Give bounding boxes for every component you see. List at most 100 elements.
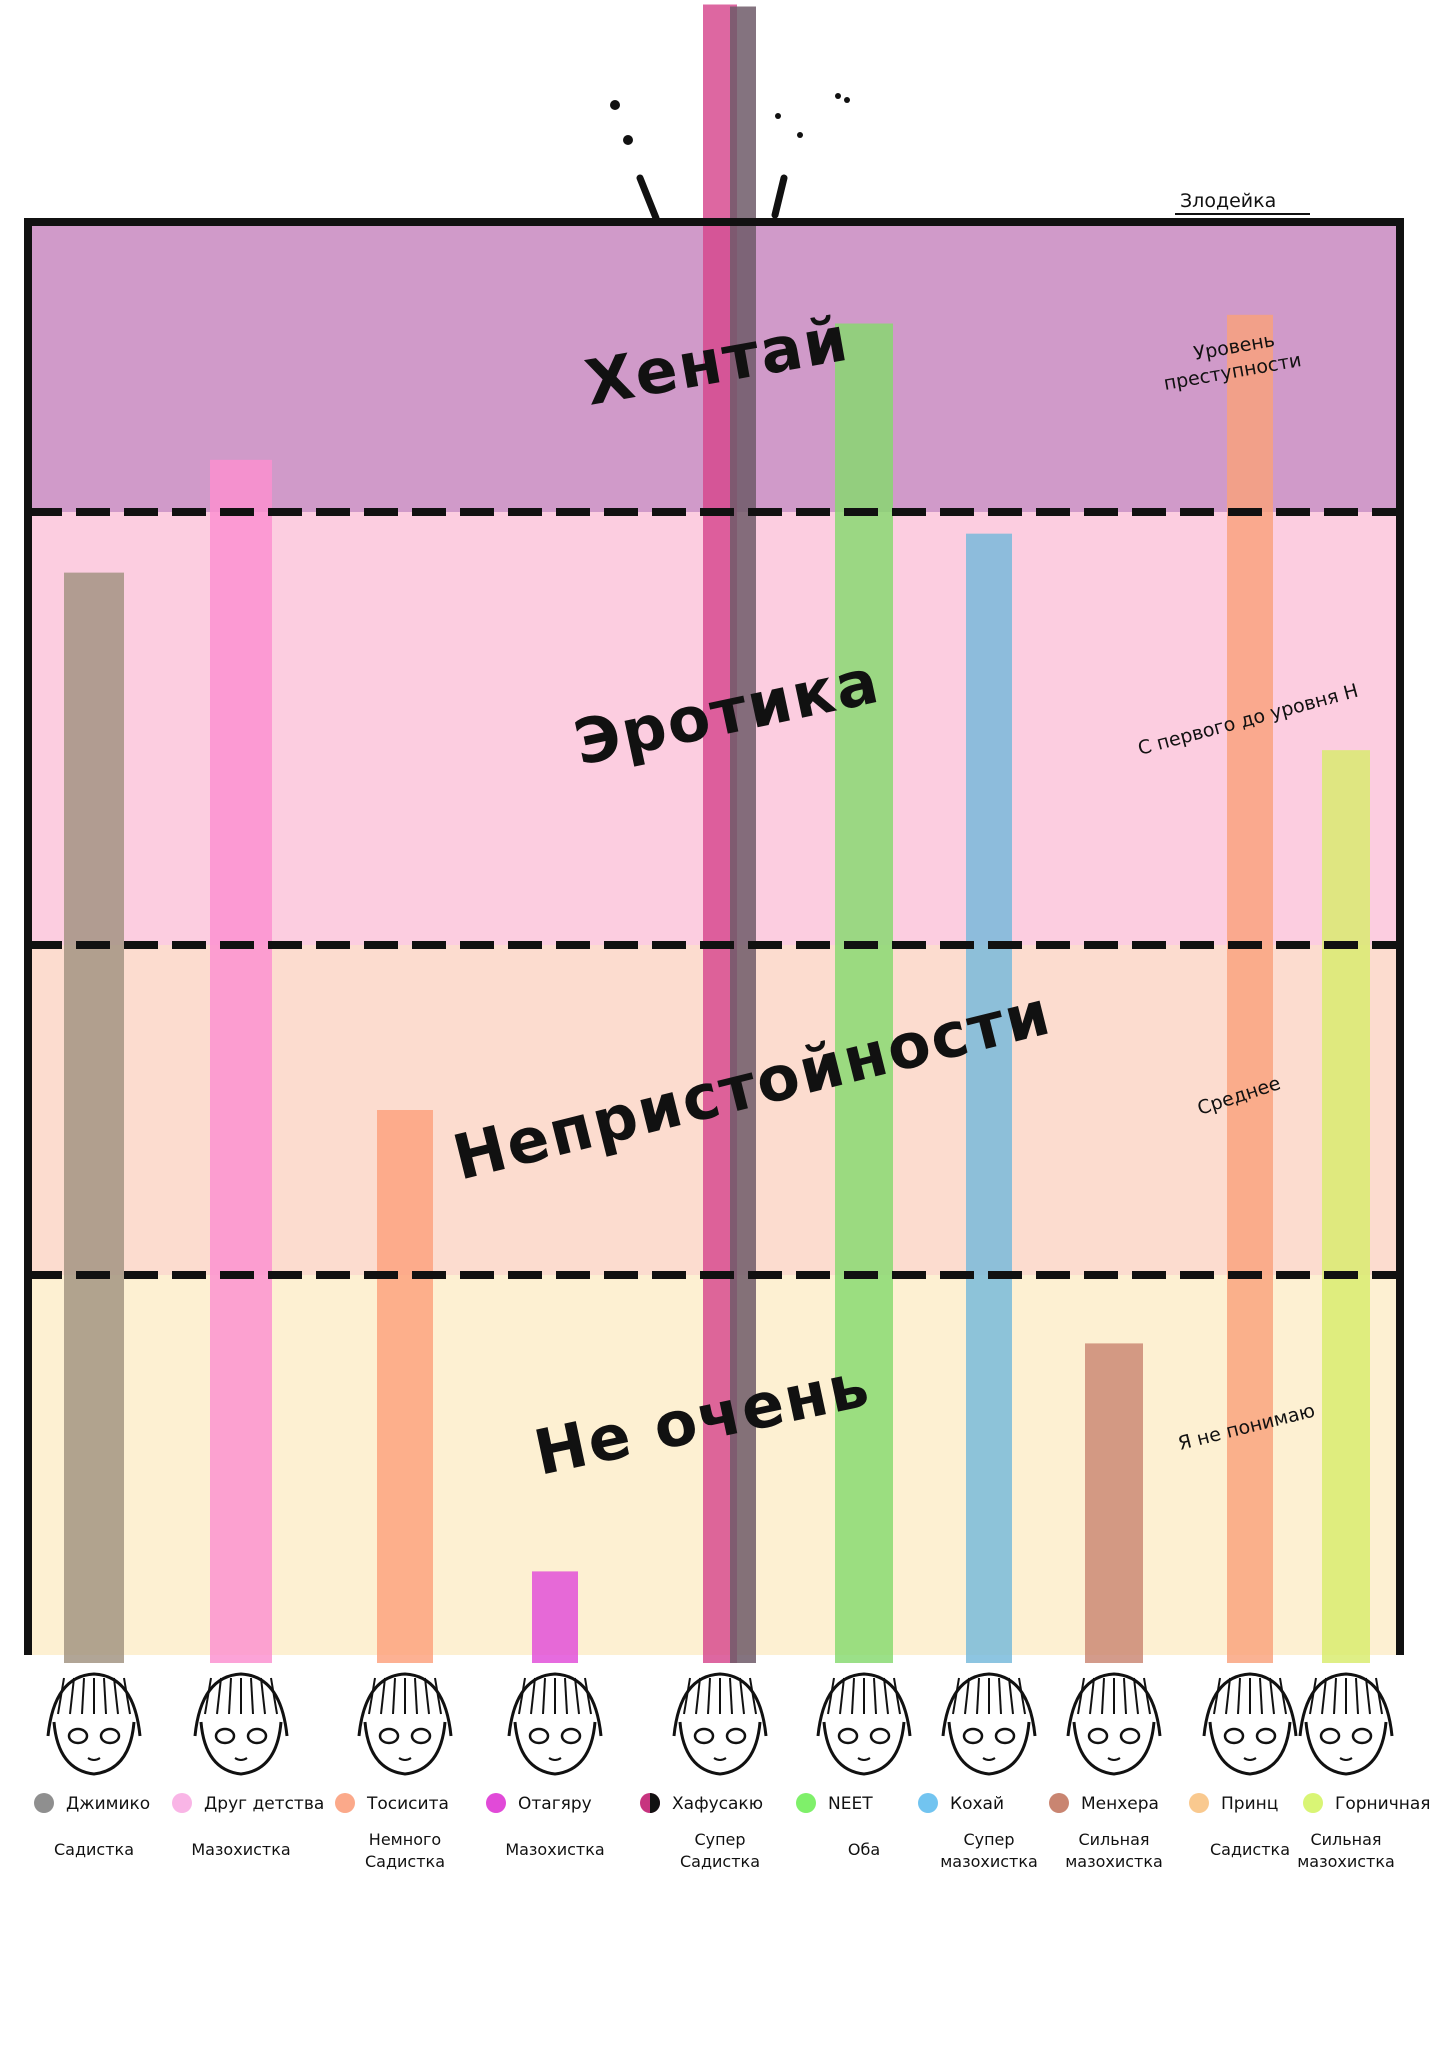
- legend-trait: Садистка: [1210, 1840, 1290, 1859]
- bar-8: [1085, 1343, 1143, 1663]
- legend-swatch: [918, 1793, 938, 1813]
- face-hair-strand: [530, 1677, 536, 1715]
- burst-lines: [636, 174, 788, 222]
- face-hair-strand: [518, 1677, 526, 1715]
- face-hair-strand: [1018, 1677, 1026, 1715]
- face-eye-left: [693, 1727, 715, 1745]
- legend-item-4: Отагяру Мазохистка: [486, 1793, 605, 1859]
- face-outline: [1072, 1721, 1156, 1776]
- legend-name: Горничная: [1335, 1794, 1431, 1814]
- legend: Джимико Садистка Друг детства Мазохистка Тос…: [34, 1793, 1431, 1871]
- face-hair-strand: [1133, 1677, 1139, 1715]
- face-outline: [513, 1721, 597, 1776]
- face-hair-strand: [1321, 1677, 1327, 1715]
- face-outline: [363, 1721, 447, 1776]
- face-hair-strand: [250, 1677, 254, 1715]
- face-4: [507, 1672, 603, 1776]
- bar-6: [835, 323, 893, 1663]
- face-mouth: [857, 1757, 871, 1761]
- face-hair-strand: [57, 1677, 65, 1715]
- face-10: [1298, 1672, 1394, 1776]
- face-5: [672, 1672, 768, 1776]
- face-hair-strand: [883, 1677, 889, 1715]
- legend-name: Принц: [1221, 1794, 1278, 1814]
- chart-frame: [24, 218, 1404, 1655]
- face-hair-strand: [839, 1677, 845, 1715]
- legend-trait: Садистка: [365, 1852, 445, 1871]
- face-hair-strand: [873, 1677, 877, 1715]
- bars: [64, 4, 1370, 1663]
- legend-item-6: NEET Оба: [796, 1793, 880, 1859]
- legend-trait: Мазохистка: [191, 1840, 290, 1859]
- face-hair-strand: [1355, 1677, 1359, 1715]
- burst-dot: [623, 135, 633, 145]
- legend-name: Кохай: [950, 1794, 1004, 1814]
- face-hair-strand: [1213, 1677, 1221, 1715]
- legend-swatch: [172, 1793, 192, 1813]
- face-eye-right: [725, 1727, 747, 1745]
- face-hair: [46, 1672, 142, 1737]
- face-mouth: [398, 1757, 412, 1761]
- face-hair-strand: [1375, 1677, 1383, 1715]
- face-mouth: [548, 1757, 562, 1761]
- face-eye-left: [67, 1727, 89, 1745]
- legend-trait: Садистка: [680, 1852, 760, 1871]
- face-hair-strand: [695, 1677, 701, 1715]
- face-hair-strand: [1225, 1677, 1231, 1715]
- face-hair-strand: [434, 1677, 442, 1715]
- face-hair-strand: [1269, 1677, 1275, 1715]
- face-eye-left: [1087, 1727, 1109, 1745]
- face-hair-strand: [69, 1677, 75, 1715]
- frame-outline: [24, 218, 1404, 1655]
- burst-dot: [775, 113, 781, 119]
- face-hair: [357, 1672, 453, 1737]
- face-eye-right: [994, 1727, 1016, 1745]
- face-hair-strand: [851, 1677, 855, 1715]
- legend-swatch: [34, 1793, 54, 1813]
- bar-7: [966, 533, 1012, 1663]
- legend-trait: Сильная: [1310, 1830, 1381, 1849]
- face-hair-strand: [81, 1677, 85, 1715]
- face-hair-strand: [1365, 1677, 1371, 1715]
- face-hair-strand: [368, 1677, 376, 1715]
- face-eye-right: [1351, 1727, 1373, 1745]
- bar-4: [532, 1571, 578, 1663]
- legend-item-9: Принц Садистка: [1189, 1793, 1290, 1859]
- face-hair-strand: [749, 1677, 757, 1715]
- legend-name: Хафусакю: [672, 1794, 763, 1814]
- face-hair-strand: [424, 1677, 430, 1715]
- legend-trait: мазохистка: [1297, 1852, 1395, 1871]
- legend-swatch: [486, 1793, 506, 1813]
- legend-name: Тосисита: [366, 1794, 449, 1814]
- face-hair-strand: [1089, 1677, 1095, 1715]
- legend-item-2: Друг детства Мазохистка: [172, 1793, 324, 1859]
- face-eye-left: [378, 1727, 400, 1745]
- bar-3: [377, 1110, 433, 1663]
- face-hair-strand: [1008, 1677, 1014, 1715]
- face-9: [1202, 1672, 1298, 1776]
- face-hair-strand: [216, 1677, 222, 1715]
- face-8: [1066, 1672, 1162, 1776]
- face-mouth: [1107, 1757, 1121, 1761]
- band-dividers: [28, 508, 1400, 1279]
- burst-dot: [844, 97, 850, 103]
- legend-item-5: Хафусакю Супер Садистка: [640, 1793, 763, 1871]
- face-eye-right: [1119, 1727, 1141, 1745]
- legend-name: Отагяру: [518, 1794, 592, 1814]
- legend-item-10: Горничная Сильная мазохистка: [1297, 1793, 1431, 1871]
- legend-name: NEET: [828, 1794, 873, 1814]
- legend-trait: мазохистка: [940, 1852, 1038, 1871]
- face-mouth: [982, 1757, 996, 1761]
- face-hair-strand: [103, 1677, 107, 1715]
- face-hair-strand: [707, 1677, 711, 1715]
- face-mouth: [234, 1757, 248, 1761]
- face-hair-strand: [260, 1677, 266, 1715]
- face-eye-right: [246, 1727, 268, 1745]
- bar-1: [64, 572, 124, 1663]
- face-outline: [52, 1721, 136, 1776]
- face-eye-left: [962, 1727, 984, 1745]
- face-hair-strand: [1279, 1677, 1287, 1715]
- legend-swatch: [335, 1793, 355, 1813]
- face-eye-right: [560, 1727, 582, 1745]
- legend-trait: Оба: [848, 1840, 880, 1859]
